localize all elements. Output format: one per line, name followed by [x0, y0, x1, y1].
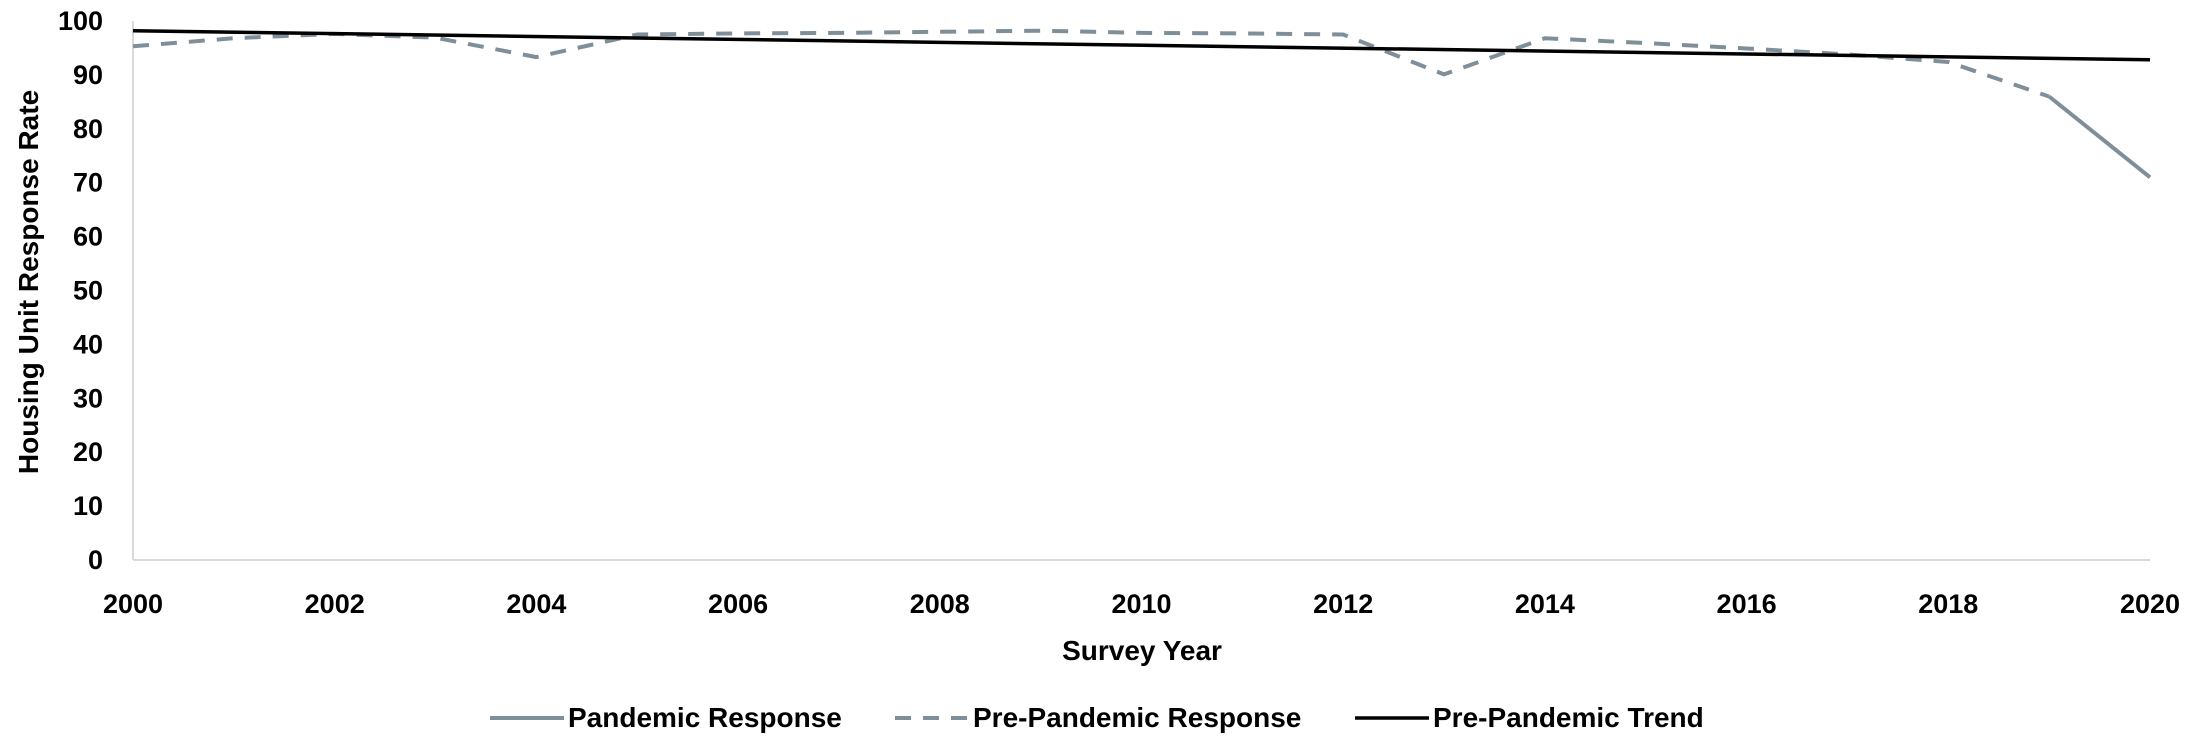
x-tick-label: 2016 — [1717, 589, 1777, 619]
legend-label: Pre-Pandemic Trend — [1433, 702, 1704, 733]
legend-label: Pre-Pandemic Response — [973, 702, 1301, 733]
series-line-pre-pandemic-trend — [132, 28, 2151, 62]
series-lines — [132, 28, 2152, 179]
y-tick-label: 50 — [73, 276, 103, 306]
x-tick-label: 2006 — [708, 589, 768, 619]
y-tick-label: 20 — [73, 437, 103, 467]
x-tick-label: 2018 — [1918, 589, 1978, 619]
x-tick-label: 2000 — [103, 589, 163, 619]
legend: Pandemic Response Pre-Pandemic Response Pr… — [490, 702, 1704, 733]
x-axis-title: Survey Year — [1062, 635, 1222, 666]
x-tick-label: 2004 — [506, 589, 566, 619]
x-tick-label: 2002 — [305, 589, 365, 619]
y-tick-label: 30 — [73, 383, 103, 413]
y-axis-title: Housing Unit Response Rate — [13, 90, 44, 474]
y-tick-label: 60 — [73, 222, 103, 252]
y-tick-label: 80 — [73, 114, 103, 144]
series-line-pandemic-response — [2047, 94, 2152, 179]
axes: 0 10 20 30 40 50 60 70 80 90 100 2000 2002 2004 2006 20… — [58, 6, 2180, 619]
legend-label: Pandemic Response — [568, 702, 842, 733]
x-tick-label: 2012 — [1313, 589, 1373, 619]
x-tick-label: 2010 — [1111, 589, 1171, 619]
y-tick-label: 10 — [73, 491, 103, 521]
y-tick-label: 90 — [73, 60, 103, 90]
x-tick-label: 2020 — [2120, 589, 2180, 619]
series-line-pre-pandemic-response — [132, 28, 2050, 99]
x-tick-label: 2014 — [1515, 589, 1575, 619]
y-tick-label: 40 — [73, 329, 103, 359]
y-tick-label: 70 — [73, 168, 103, 198]
x-tick-label: 2008 — [910, 589, 970, 619]
y-tick-label: 100 — [58, 6, 103, 36]
y-tick-label: 0 — [88, 545, 103, 575]
